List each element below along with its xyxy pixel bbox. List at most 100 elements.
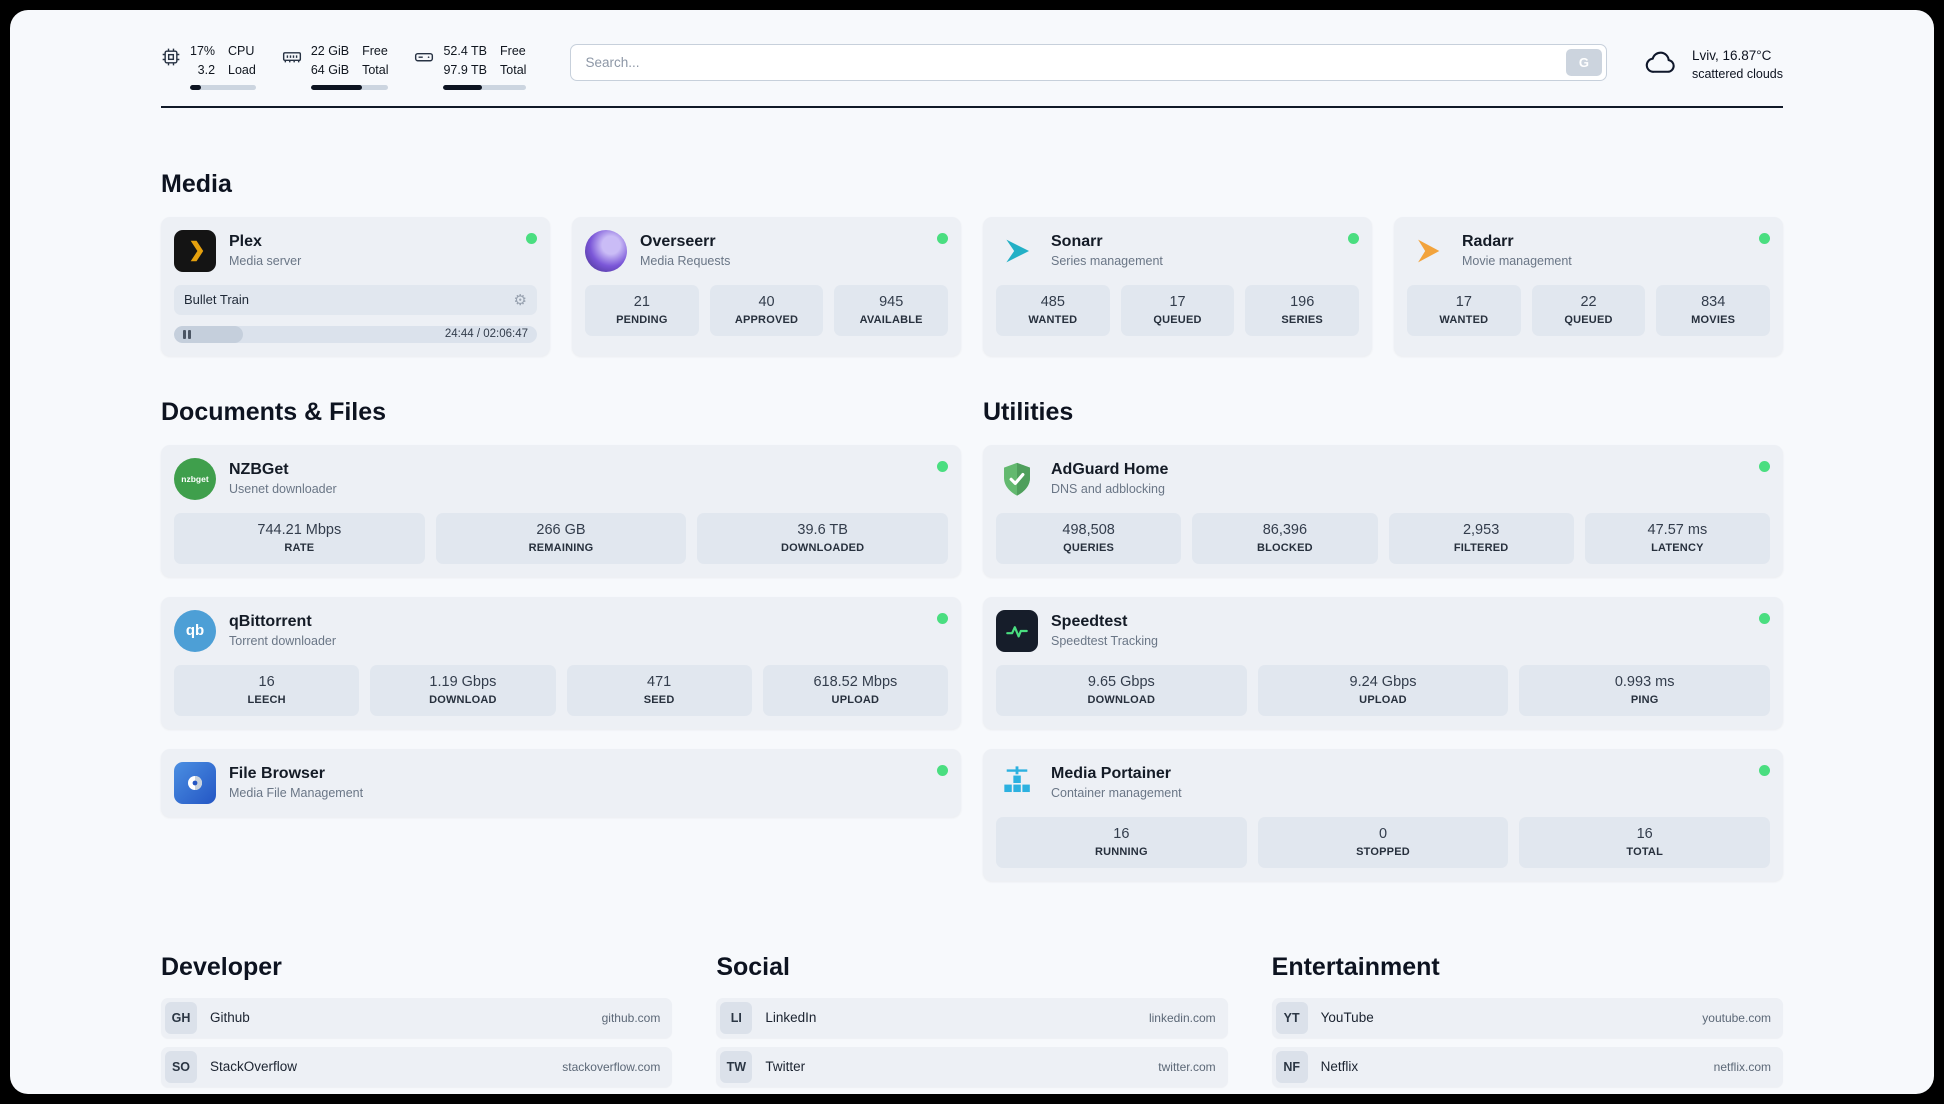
dashboard-page: 17% 3.2 CPU Load bbox=[10, 10, 1934, 1094]
stat-available: 945 AVAILABLE bbox=[834, 284, 949, 336]
service-card-filebrowser[interactable]: File Browser Media File Management bbox=[161, 748, 961, 817]
header-divider bbox=[161, 105, 1783, 108]
service-card-nzbget[interactable]: nzbget NZBGet Usenet downloader 744.21 M… bbox=[161, 444, 961, 577]
bookmark-url: netflix.com bbox=[1713, 1059, 1771, 1074]
cloud-icon bbox=[1643, 44, 1679, 85]
bookmark-abbr: YT bbox=[1275, 1001, 1308, 1034]
filebrowser-icon bbox=[174, 761, 216, 804]
bookmark-youtube[interactable]: YT YouTube youtube.com bbox=[1271, 997, 1783, 1038]
bookmark-url: twitter.com bbox=[1158, 1059, 1216, 1074]
bookmark-abbr: NF bbox=[1275, 1050, 1308, 1083]
overseerr-icon bbox=[585, 229, 627, 272]
service-name: Speedtest bbox=[1051, 613, 1128, 630]
memory-bar bbox=[310, 84, 389, 90]
stat-rate: 744.21 Mbps RATE bbox=[174, 512, 425, 564]
service-subtitle: Usenet downloader bbox=[229, 482, 337, 496]
stat-seed: 471 SEED bbox=[566, 664, 752, 716]
gear-icon[interactable]: ⚙ bbox=[513, 291, 527, 309]
bookmark-linkedin[interactable]: LI LinkedIn linkedin.com bbox=[716, 997, 1228, 1038]
bookmark-name: Netflix bbox=[1320, 1059, 1359, 1074]
stat-wanted: 17 WANTED bbox=[1407, 284, 1521, 336]
developer-column: Developer GH Github github.com SO StackO… bbox=[161, 952, 673, 1095]
stat-queries: 498,508 QUERIES bbox=[996, 512, 1182, 564]
now-playing-bar: Bullet Train ⚙ bbox=[174, 284, 537, 315]
stat-series: 196 SERIES bbox=[1245, 284, 1360, 336]
memory-icon bbox=[282, 47, 302, 67]
service-subtitle: Container management bbox=[1051, 786, 1182, 800]
stat-stopped: 0 STOPPED bbox=[1257, 816, 1509, 868]
service-card-sonarr[interactable]: Sonarr Series management 485 WANTED 17 Q… bbox=[983, 216, 1372, 356]
progress-fill bbox=[174, 325, 243, 343]
service-name: NZBGet bbox=[229, 461, 289, 478]
speedtest-icon bbox=[996, 609, 1038, 652]
stat-download: 9.65 Gbps DOWNLOAD bbox=[996, 664, 1247, 716]
stat-running: 16 RUNNING bbox=[996, 816, 1247, 868]
search-bar: G bbox=[570, 44, 1607, 81]
service-card-speedtest[interactable]: Speedtest Speedtest Tracking 9.65 Gbps D… bbox=[983, 596, 1783, 729]
stat-movies: 834 MOVIES bbox=[1656, 284, 1771, 336]
cpu-icon bbox=[161, 47, 181, 67]
service-card-radarr[interactable]: Radarr Movie management 17 WANTED 22 QUE… bbox=[1394, 216, 1783, 356]
search-engine-button[interactable]: G bbox=[1565, 49, 1602, 76]
cpu-widget: 17% 3.2 CPU Load bbox=[161, 42, 256, 90]
section-title-media: Media bbox=[161, 169, 232, 198]
bookmark-url: stackoverflow.com bbox=[562, 1059, 661, 1074]
documents-column: Documents & Files nzbget NZBGet Usenet d… bbox=[161, 398, 961, 817]
service-card-adguard[interactable]: AdGuard Home DNS and adblocking 498,508 … bbox=[983, 444, 1783, 577]
stat-upload: 618.52 Mbps UPLOAD bbox=[762, 664, 948, 716]
service-card-portainer[interactable]: Media Portainer Container management 16 … bbox=[983, 748, 1783, 881]
stat-total: 16 TOTAL bbox=[1519, 816, 1771, 868]
pause-icon[interactable] bbox=[183, 329, 191, 339]
section-title-entertainment: Entertainment bbox=[1271, 952, 1440, 981]
bookmark-github[interactable]: GH Github github.com bbox=[161, 997, 673, 1038]
service-card-overseerr[interactable]: Overseerr Media Requests 21 PENDING 40 A… bbox=[572, 216, 961, 356]
stat-queued: 22 QUEUED bbox=[1531, 284, 1646, 336]
bookmark-twitter[interactable]: TW Twitter twitter.com bbox=[716, 1046, 1228, 1087]
stat-leech: 16 LEECH bbox=[174, 664, 360, 716]
section-title-documents: Documents & Files bbox=[161, 397, 387, 426]
service-name: Plex bbox=[229, 233, 262, 250]
status-dot bbox=[937, 232, 948, 244]
service-name: AdGuard Home bbox=[1051, 461, 1169, 478]
disk-bar bbox=[443, 84, 527, 90]
disk-labels: Free Total bbox=[500, 44, 527, 77]
section-title-utilities: Utilities bbox=[983, 397, 1074, 426]
bookmark-abbr: LI bbox=[720, 1001, 753, 1034]
memory-labels: Free Total bbox=[362, 44, 389, 77]
service-subtitle: Series management bbox=[1051, 254, 1163, 268]
search-input[interactable] bbox=[570, 44, 1607, 81]
status-dot bbox=[1759, 460, 1770, 472]
section-title-developer: Developer bbox=[161, 952, 282, 981]
stat-filtered: 2,953 FILTERED bbox=[1388, 512, 1574, 564]
cpu-bar bbox=[190, 84, 256, 90]
playback-progress[interactable]: 24:44 / 02:06:47 bbox=[174, 325, 537, 343]
bookmark-url: linkedin.com bbox=[1148, 1010, 1216, 1025]
bookmark-name: Twitter bbox=[765, 1059, 806, 1074]
stat-remaining: 266 GB REMAINING bbox=[435, 512, 687, 564]
status-dot bbox=[937, 460, 948, 472]
bookmark-netflix[interactable]: NF Netflix netflix.com bbox=[1271, 1046, 1783, 1087]
bookmark-name: YouTube bbox=[1320, 1010, 1374, 1025]
service-name: qBittorrent bbox=[229, 613, 312, 630]
service-name: Sonarr bbox=[1051, 233, 1103, 250]
status-dot bbox=[1759, 232, 1770, 244]
stat-upload: 9.24 Gbps UPLOAD bbox=[1257, 664, 1509, 716]
stat-downloaded: 39.6 TB DOWNLOADED bbox=[697, 512, 949, 564]
now-playing-title: Bullet Train bbox=[184, 292, 250, 307]
bookmark-name: StackOverflow bbox=[210, 1059, 298, 1074]
social-column: Social LI LinkedIn linkedin.com TW Twitt… bbox=[716, 953, 1228, 1095]
top-bar: 17% 3.2 CPU Load bbox=[161, 10, 1783, 90]
entertainment-column: Entertainment YT YouTube youtube.com NF … bbox=[1271, 952, 1783, 1095]
stat-download: 1.19 Gbps DOWNLOAD bbox=[370, 664, 556, 716]
stat-latency: 47.57 ms LATENCY bbox=[1584, 512, 1770, 564]
playback-time: 24:44 / 02:06:47 bbox=[444, 328, 528, 340]
service-card-plex[interactable]: Plex Media server Bullet Train ⚙ 24:44 /… bbox=[161, 216, 550, 356]
service-card-qbittorrent[interactable]: qb qBittorrent Torrent downloader 16 LEE… bbox=[161, 596, 961, 729]
bookmark-stackoverflow[interactable]: SO StackOverflow stackoverflow.com bbox=[161, 1046, 673, 1087]
plex-icon bbox=[174, 229, 216, 272]
disk-icon bbox=[414, 47, 434, 67]
weather-location: Lviv, 16.87°C bbox=[1691, 47, 1772, 63]
bookmark-url: github.com bbox=[601, 1010, 661, 1025]
radarr-icon bbox=[1407, 230, 1449, 272]
status-dot bbox=[937, 612, 948, 624]
